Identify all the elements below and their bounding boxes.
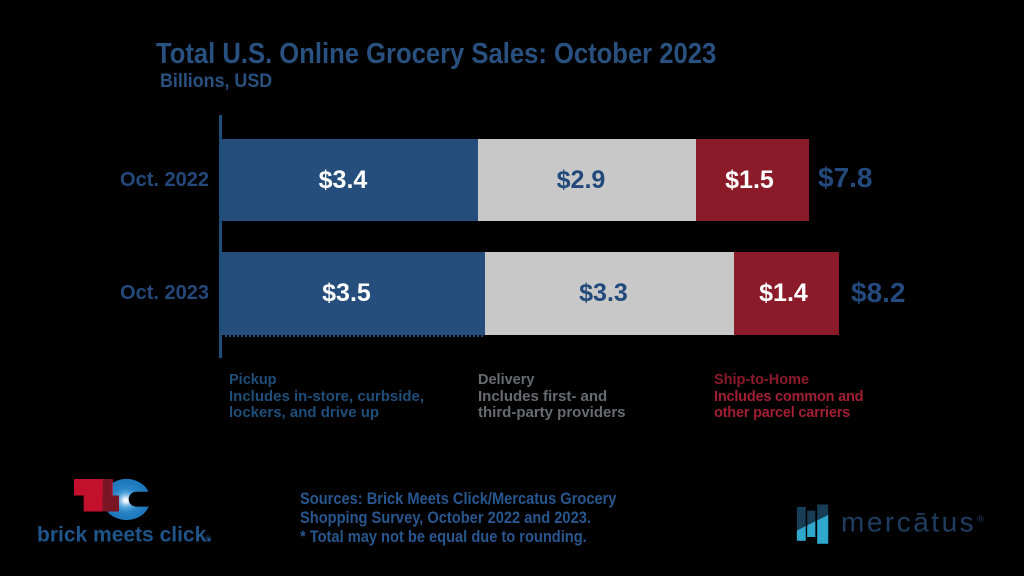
svg-text:brick meets click.: brick meets click. bbox=[37, 524, 212, 547]
svg-text:mercātus: mercātus bbox=[841, 507, 976, 538]
svg-text:®: ® bbox=[977, 514, 984, 525]
svg-text:®: ® bbox=[205, 535, 211, 544]
